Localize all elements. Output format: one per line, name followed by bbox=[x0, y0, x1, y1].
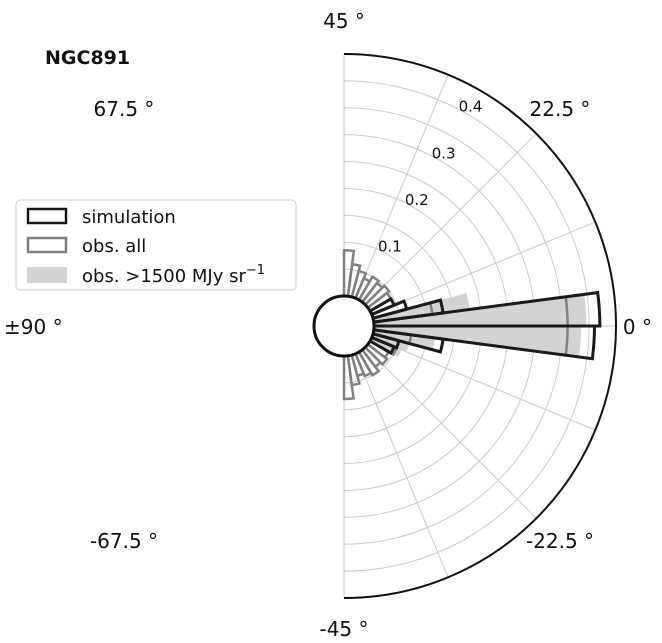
angle-tick-label: 67.5 ° bbox=[94, 97, 155, 121]
angle-tick-label: ±90 ° bbox=[4, 315, 63, 339]
outer-boundary bbox=[343, 53, 617, 599]
legend-label-obs-all: obs. all bbox=[82, 236, 146, 257]
hub-circle bbox=[312, 294, 376, 358]
legend: simulation obs. all obs. >1500 MJy sr−1 bbox=[15, 199, 297, 291]
grid-spoke bbox=[371, 337, 596, 431]
legend-label-simulation: simulation bbox=[82, 207, 176, 228]
chart-title: NGC891 bbox=[45, 47, 130, 69]
legend-swatch-simulation bbox=[26, 207, 68, 225]
histogram-bars bbox=[342, 249, 602, 401]
bar-obs-all bbox=[363, 284, 391, 310]
angle-tick-label: 45 ° bbox=[323, 9, 365, 33]
bar-obs-all bbox=[360, 281, 385, 307]
grid-spoke bbox=[355, 74, 449, 299]
grid-spoke bbox=[364, 133, 537, 306]
center-hub bbox=[312, 294, 376, 358]
grid-spoke bbox=[355, 353, 449, 578]
legend-label-obs-bright: obs. >1500 MJy sr−1 bbox=[82, 263, 265, 287]
bar-obs-bright bbox=[371, 333, 410, 352]
angle-tick-label: -45 ° bbox=[319, 617, 368, 641]
angle-tick-label: -22.5 ° bbox=[526, 529, 594, 553]
radial-tick-label: 0.2 bbox=[405, 191, 429, 209]
grid-spoke bbox=[364, 346, 537, 519]
radial-tick-label: 0.3 bbox=[432, 144, 456, 162]
legend-swatch-obs-all bbox=[26, 236, 68, 254]
bar-obs-bright bbox=[372, 293, 470, 323]
bar-obs-all bbox=[353, 350, 373, 378]
axis-labels: 0 ° 22.5 ° 45 ° 67.5 ° ±90 ° -67.5 ° -45 ° -22.… bbox=[4, 9, 652, 641]
radial-tick-label: 0.4 bbox=[459, 98, 483, 116]
radial-tick-label: 0.1 bbox=[378, 237, 402, 255]
angle-tick-label: -67.5 ° bbox=[90, 529, 158, 553]
grid-spoke bbox=[371, 221, 596, 315]
angle-tick-label: 22.5 ° bbox=[530, 97, 591, 121]
angle-tick-label: 0 ° bbox=[623, 315, 652, 339]
legend-swatch-obs-bright bbox=[27, 267, 67, 283]
legend-frame bbox=[15, 199, 297, 291]
